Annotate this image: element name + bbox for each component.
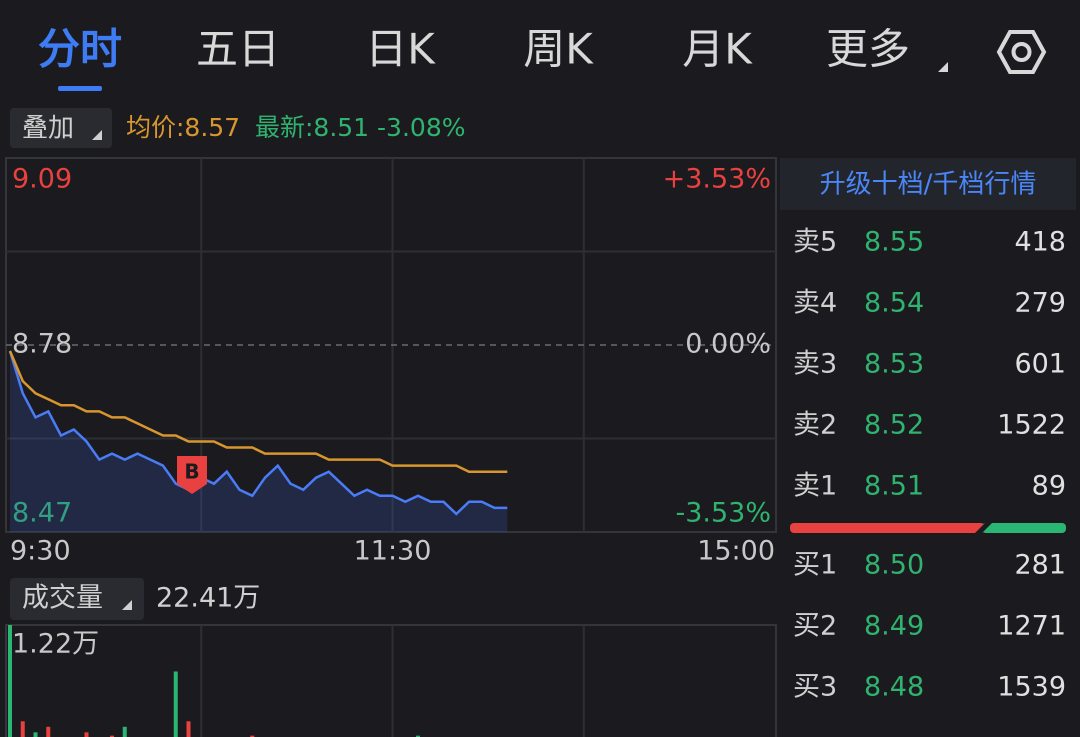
y-tick-label: 8.47 <box>12 498 72 529</box>
buy-marker-icon: B <box>184 460 199 484</box>
x-tick-label: 9:30 <box>10 536 71 567</box>
order-price: 8.52 <box>864 410 924 441</box>
y2-tick-label: -3.53% <box>675 498 771 529</box>
y-tick-label: 8.78 <box>12 329 72 360</box>
y-tick-label: 1.22万 <box>12 629 99 660</box>
order-label: 卖4 <box>793 288 837 319</box>
volume-bar <box>416 735 420 737</box>
order-volume: 279 <box>1014 288 1066 319</box>
order-label: 买2 <box>793 611 837 642</box>
order-price: 8.54 <box>864 288 924 319</box>
ratio-divider <box>975 523 992 533</box>
order-volume: 1539 <box>997 672 1066 703</box>
volume-bar <box>20 721 25 737</box>
order-book: 卖5 8.55 418 卖4 8.54 279 卖3 8.53 601 卖2 8.52 1522 卖1 8… <box>793 227 1066 703</box>
y2-tick-label: +3.53% <box>663 164 771 195</box>
volume-bar <box>186 721 191 737</box>
tab[interactable]: 周K <box>523 25 594 74</box>
y-tick-label: 9.09 <box>12 164 72 195</box>
price-area <box>10 351 508 532</box>
tab-active[interactable]: 分时 <box>38 25 122 74</box>
order-price: 8.51 <box>864 471 924 502</box>
order-volume: 1522 <box>997 410 1066 441</box>
volume-bar <box>122 726 127 737</box>
order-label: 卖5 <box>793 227 837 258</box>
volume-chart: 1.22万 <box>8 625 585 737</box>
volume-label: 成交量 <box>22 583 103 614</box>
order-price: 8.55 <box>864 227 924 258</box>
order-volume: 281 <box>1014 550 1066 581</box>
order-label: 买3 <box>793 672 837 703</box>
price-line <box>8 350 508 516</box>
ratio-bar-buy <box>982 523 1066 533</box>
volume-button[interactable] <box>10 578 144 620</box>
avg-price: 均价:8.57 <box>126 113 240 142</box>
dropdown-icon <box>938 62 948 72</box>
order-label: 卖2 <box>793 410 837 441</box>
volume-bar <box>110 735 114 737</box>
order-book-header[interactable] <box>780 158 1076 210</box>
overlay-button[interactable] <box>10 108 112 148</box>
x-tick-label: 15:00 <box>697 536 775 567</box>
order-price: 8.49 <box>864 611 924 642</box>
dropdown-icon <box>122 600 132 610</box>
order-book-title: 升级十档/千档行情 <box>820 170 1037 200</box>
buy-marker <box>177 456 207 494</box>
order-price: 8.48 <box>864 672 924 703</box>
volume-bar <box>84 732 89 737</box>
tab[interactable]: 月K <box>682 25 753 74</box>
order-volume: 418 <box>1014 227 1066 258</box>
ratio-bar-sell <box>790 523 985 533</box>
tab[interactable]: 更多 <box>826 25 910 74</box>
tab[interactable]: 日K <box>365 25 436 74</box>
order-price: 8.53 <box>864 349 924 380</box>
settings-hex <box>996 30 1047 74</box>
order-volume: 1271 <box>997 611 1066 642</box>
volume-frame <box>5 624 777 737</box>
order-label: 买1 <box>793 550 837 581</box>
volume-bar <box>33 732 38 737</box>
price-chart: 9.09 8.78 8.47 +3.53% 0.00% -3.53% 9:30 11:30 15… <box>6 158 776 567</box>
order-volume: 601 <box>1014 349 1066 380</box>
y2-tick-label: 0.00% <box>685 329 771 360</box>
volume-bar <box>250 735 255 737</box>
avg-line <box>8 350 508 473</box>
volume-total: 22.41万 <box>156 583 260 614</box>
overlay-button-label: 叠加 <box>22 114 74 144</box>
volume-bar <box>46 726 51 737</box>
settings-circle <box>1011 42 1032 62</box>
dropdown-icon <box>92 130 102 140</box>
volume-bar <box>173 671 178 737</box>
order-label: 卖3 <box>793 349 837 380</box>
volume-bar <box>8 625 12 737</box>
order-price: 8.50 <box>864 550 924 581</box>
order-label: 卖1 <box>793 471 837 502</box>
tab[interactable]: 五日 <box>196 25 280 74</box>
x-tick-label: 11:30 <box>354 536 432 567</box>
tab-underline <box>58 86 102 91</box>
latest-price: 最新:8.51 -3.08% <box>255 113 465 142</box>
order-volume: 89 <box>1032 471 1066 502</box>
settings-icon[interactable] <box>996 30 1047 74</box>
